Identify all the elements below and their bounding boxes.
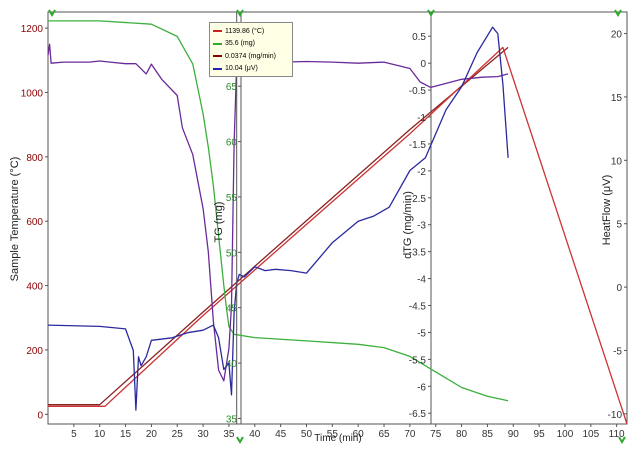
temp-tick-label: 1000 (21, 88, 44, 99)
dtg-tick-label: -5.5 (409, 355, 427, 366)
dtg-axis-title: dTG (mg/min) (402, 191, 414, 259)
dtg-tick-label: -3.5 (409, 248, 427, 259)
marker-icon (236, 436, 244, 444)
x-tick-label: 20 (146, 429, 158, 440)
temp-tick-label: 600 (26, 217, 43, 228)
legend-label: 35.6 (mg) (225, 40, 255, 48)
dtg-tick-label: -1.5 (409, 140, 427, 151)
x-tick-label: 65 (378, 429, 390, 440)
legend-item-mass: 35.6 (mg) (213, 38, 289, 51)
marker-icon (427, 9, 435, 17)
plot-markers (48, 9, 626, 444)
legend-label: 10.04 (μV) (225, 65, 258, 73)
x-tick-label: 30 (198, 429, 210, 440)
plot-series (47, 20, 628, 425)
dtg-tick-label: -0.5 (409, 86, 427, 97)
x-tick-label: 105 (582, 429, 599, 440)
series-line-dtg (47, 43, 509, 382)
dtg-tick-label: -3 (417, 221, 426, 232)
x-tick-label: 10 (94, 429, 106, 440)
marker-icon (236, 9, 244, 17)
tg-axis-title: TG (mg) (213, 202, 225, 243)
tg-tick-label: 35 (226, 414, 238, 425)
dtg-tick-label: -6.5 (409, 409, 427, 420)
x-tick-label: 75 (430, 429, 442, 440)
x-tick-label: 35 (223, 429, 235, 440)
tg-tick-label: 45 (226, 304, 238, 315)
x-tick-label: 95 (534, 429, 546, 440)
tg-tick-label: 65 (226, 82, 238, 93)
x-tick-label: 85 (482, 429, 494, 440)
hf-tick-label: 5 (616, 220, 622, 231)
dtg-tick-label: -4.5 (409, 302, 427, 313)
legend-label: 0.0374 (mg/min) (225, 52, 276, 60)
temp-tick-label: 800 (26, 153, 43, 164)
x-tick-label: 40 (249, 429, 261, 440)
legend-item-heatflow: 10.04 (μV) (213, 63, 289, 76)
legend-label: 1139.86 (°C) (225, 27, 265, 35)
x-tick-label: 45 (275, 429, 287, 440)
plot-area (47, 11, 628, 425)
temp-tick-label: 200 (26, 346, 43, 357)
legend-swatch (213, 55, 222, 58)
marker-icon (618, 436, 626, 444)
dtg-tick-label: -2 (417, 167, 426, 178)
temp-axis-title: Sample Temperature (°C) (9, 157, 21, 282)
temp-tick-label: 0 (37, 410, 43, 421)
dtg-tick-label: -6 (417, 382, 426, 393)
dtg-tick-label: -2.5 (409, 194, 427, 205)
plot-axes: 5 10 15 20 25 30 35 40 45 50 55 60 65 70 75 80 85 90 95 100… (9, 24, 627, 444)
dtg-tick-label: 0 (420, 59, 426, 70)
legend-item-dtg: 0.0374 (mg/min) (213, 50, 289, 63)
x-tick-label: 60 (353, 429, 365, 440)
x-tick-label: 110 (609, 429, 625, 440)
hf-tick-label: 10 (611, 156, 623, 167)
tg-tick-label: 40 (226, 359, 238, 370)
legend-swatch (213, 30, 222, 33)
dtg-tick-label: -4 (417, 275, 426, 286)
legend-item-temperature: 1139.86 (°C) (213, 25, 289, 38)
hf-tick-label: -10 (608, 410, 623, 421)
dtg-tick-label: 0.5 (412, 32, 426, 43)
chart-legend: 1139.86 (°C) 35.6 (mg) 0.0374 (mg/min) 1… (209, 22, 293, 77)
temp-tick-label: 1200 (21, 24, 44, 35)
plot-frame (47, 11, 628, 425)
x-tick-label: 15 (120, 429, 132, 440)
x-tick-label: 90 (508, 429, 520, 440)
tg-tick-label: 55 (226, 193, 238, 204)
temp-tick-label: 400 (26, 282, 43, 293)
legend-swatch (213, 42, 222, 45)
tg-tick-label: 60 (226, 138, 238, 149)
tg-tick-label: 50 (226, 248, 238, 259)
x-tick-label: 5 (71, 429, 77, 440)
series-line-tg (48, 20, 509, 402)
series-line-hf (47, 26, 509, 411)
legend-swatch (213, 67, 222, 70)
marker-icon (614, 9, 622, 17)
series-line-temp (48, 46, 628, 425)
dtg-tick-label: -5 (417, 328, 426, 339)
marker-icon (48, 9, 56, 17)
x-tick-label: 80 (456, 429, 468, 440)
hf-tick-label: 0 (616, 283, 622, 294)
hf-tick-label: 15 (611, 93, 623, 104)
hf-tick-label: -5 (613, 346, 622, 357)
hf-axis-title: HeatFlow (μV) (601, 175, 613, 246)
x-tick-label: 25 (172, 429, 184, 440)
x-axis-title: Time (min) (314, 433, 361, 444)
x-tick-label: 100 (557, 429, 574, 440)
dtg-tick-label: -1 (417, 113, 426, 124)
x-tick-label: 55 (327, 429, 339, 440)
x-tick-label: 70 (404, 429, 416, 440)
x-tick-label: 50 (301, 429, 313, 440)
hf-tick-label: 20 (611, 30, 623, 41)
